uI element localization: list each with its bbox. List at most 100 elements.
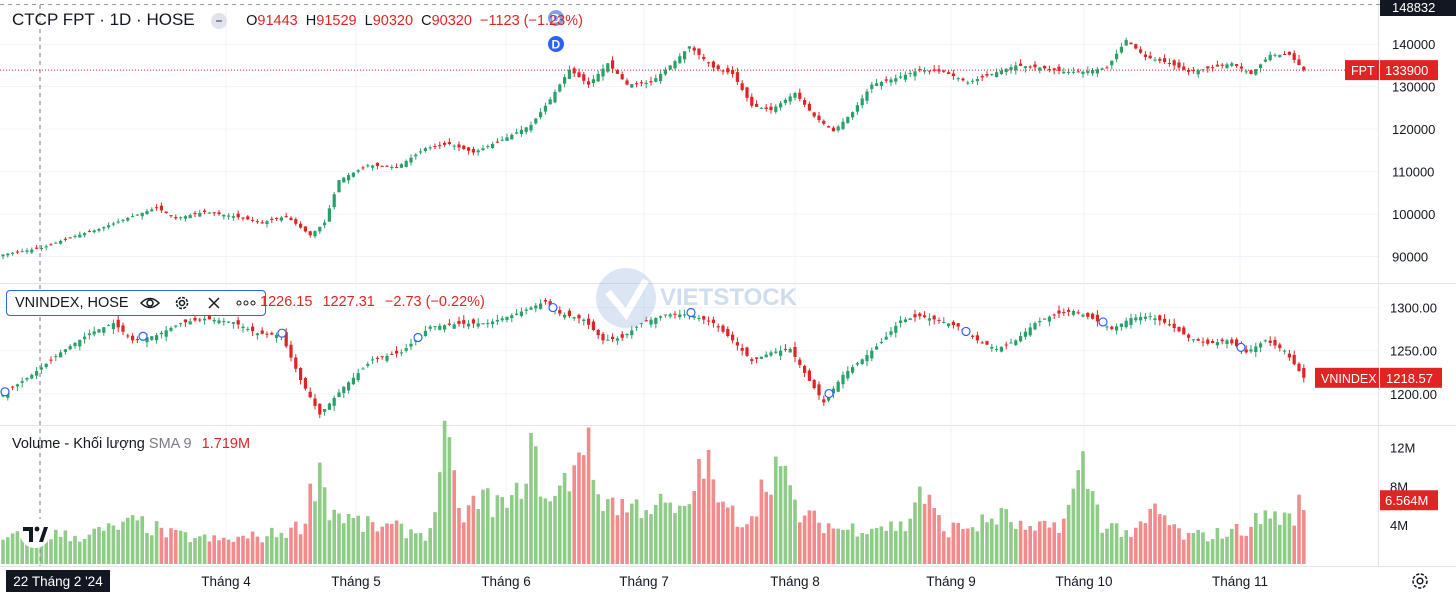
fpt-candle <box>419 151 423 153</box>
fpt-candle <box>985 74 989 76</box>
index-candle <box>543 300 547 302</box>
index-candle <box>956 323 960 327</box>
index-candle <box>903 319 907 323</box>
index-candle <box>1211 340 1215 343</box>
collapse-button[interactable] <box>211 12 228 29</box>
fpt-candle <box>1115 53 1119 60</box>
index-candle <box>308 391 312 398</box>
indicator-legend[interactable]: VNINDEX, HOSE <box>6 290 266 316</box>
index-candle <box>601 333 605 341</box>
index-candle <box>615 338 619 341</box>
fpt-candle <box>587 81 591 85</box>
settings-icon[interactable] <box>1410 571 1430 591</box>
volume-bar <box>812 510 816 564</box>
close-icon[interactable] <box>203 294 225 312</box>
fpt-candle <box>150 209 154 212</box>
volume-bar <box>54 529 58 564</box>
tradingview-logo-icon[interactable] <box>18 518 52 548</box>
volume-bar <box>567 491 572 564</box>
fpt-candle <box>803 100 807 105</box>
volume-bar <box>476 508 480 564</box>
top-price-badge <box>1380 0 1456 16</box>
fpt-candle <box>203 210 207 212</box>
index-candle <box>918 313 922 317</box>
volume-bar <box>1230 528 1234 564</box>
volume-bar <box>1162 515 1167 564</box>
fpt-candle <box>217 212 221 215</box>
volume-bar <box>1302 510 1306 564</box>
volume-bar <box>255 536 260 564</box>
volume-bar <box>394 520 399 564</box>
volume-bar <box>1153 503 1157 564</box>
volume-bar <box>505 507 509 564</box>
volume-bar <box>1182 539 1186 564</box>
index-candle <box>1110 326 1114 330</box>
fpt-candle <box>980 76 984 78</box>
index-candle <box>457 320 461 324</box>
volume-bar <box>25 541 29 564</box>
volume-bar <box>145 532 149 564</box>
fpt-candle <box>798 92 802 99</box>
fpt-candle <box>942 70 946 72</box>
fpt-candle <box>87 231 91 233</box>
more-icon[interactable] <box>235 294 257 312</box>
volume-bar <box>625 512 629 564</box>
fpt-candle <box>1 254 5 257</box>
index-candle <box>596 330 600 336</box>
fpt-candle <box>241 217 245 219</box>
index-candle <box>241 326 245 329</box>
index-candle <box>534 305 538 309</box>
index-candle <box>102 327 106 333</box>
volume-bar <box>1172 524 1176 564</box>
volume-bar <box>1014 528 1018 564</box>
index-candle <box>423 330 427 336</box>
volume-bar <box>884 530 888 564</box>
gear-icon[interactable] <box>171 294 193 312</box>
index-candle <box>471 319 475 324</box>
index-candle <box>927 318 931 321</box>
fpt-candle <box>611 60 615 69</box>
fpt-candle <box>591 79 595 84</box>
index-candle <box>1215 342 1219 346</box>
index-candle <box>337 392 341 398</box>
eye-icon[interactable] <box>139 294 161 312</box>
volume-bar <box>1023 529 1028 564</box>
volume-bar <box>471 495 476 564</box>
fpt-candle <box>193 213 197 215</box>
price-tick-label: 100000 <box>1392 207 1435 222</box>
fpt-candle <box>927 70 931 72</box>
fpt-candle <box>947 72 951 74</box>
fpt-candle <box>323 222 327 226</box>
index-candle <box>1115 326 1119 331</box>
index-candle <box>361 368 365 370</box>
index-candle <box>942 322 946 324</box>
index-candle <box>428 326 432 329</box>
index-candle <box>1287 353 1291 358</box>
index-candle <box>923 315 927 318</box>
volume-bar <box>1033 530 1037 564</box>
index-candle <box>1105 326 1109 328</box>
volume-bar <box>534 446 538 564</box>
index-candle <box>980 342 984 344</box>
volume-bar <box>510 495 514 564</box>
fpt-candle <box>1057 66 1061 71</box>
volume-bar <box>102 530 106 564</box>
fpt-candle <box>366 165 370 167</box>
fpt-candle <box>97 228 101 231</box>
fpt-candle <box>1071 71 1075 73</box>
fpt-candle <box>827 126 831 128</box>
fpt-candle <box>78 234 82 238</box>
low-key: L <box>364 13 373 29</box>
index-candle <box>515 313 519 315</box>
volume-bar <box>1249 526 1253 564</box>
symbol-title[interactable]: CTCP FPT · 1D · HOSE <box>12 10 195 29</box>
volume-bar <box>44 536 48 564</box>
index-candle <box>899 320 903 323</box>
volume-bar <box>1114 523 1119 564</box>
fpt-candle <box>404 160 408 167</box>
volume-bar <box>1138 521 1143 564</box>
top-price-label: 148832 <box>1392 0 1435 15</box>
volume-legend[interactable]: Volume - Khối lượng SMA 9 1.719M <box>12 436 250 452</box>
